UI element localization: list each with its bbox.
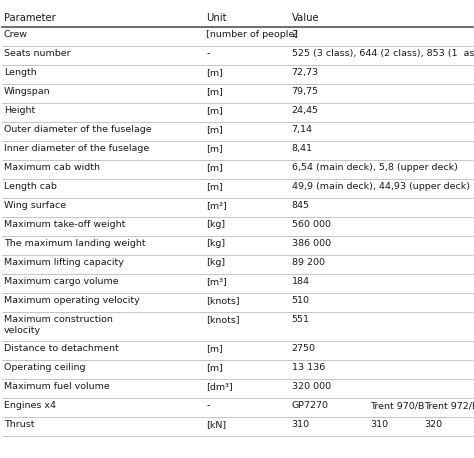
Text: Value: Value xyxy=(292,13,319,23)
Text: [m]: [m] xyxy=(206,163,223,172)
Text: 386 000: 386 000 xyxy=(292,239,331,248)
Text: Inner diameter of the fuselage: Inner diameter of the fuselage xyxy=(4,144,149,153)
Text: Crew: Crew xyxy=(4,30,28,39)
Text: Maximum lifting capacity: Maximum lifting capacity xyxy=(4,258,124,267)
Text: Wingspan: Wingspan xyxy=(4,87,50,96)
Text: 72,73: 72,73 xyxy=(292,68,319,77)
Text: Length: Length xyxy=(4,68,36,77)
Text: Trent 970/B: Trent 970/B xyxy=(370,401,424,410)
Text: Length cab: Length cab xyxy=(4,182,57,191)
Text: [number of people]: [number of people] xyxy=(206,30,298,39)
Text: 525 (3 class), 644 (2 class), 853 (1  ass): 525 (3 class), 644 (2 class), 853 (1 ass… xyxy=(292,49,474,58)
Text: 184: 184 xyxy=(292,277,310,286)
Text: Engines x4: Engines x4 xyxy=(4,401,56,410)
Text: [m]: [m] xyxy=(206,344,223,353)
Text: [m]: [m] xyxy=(206,144,223,153)
Text: Maximum fuel volume: Maximum fuel volume xyxy=(4,382,109,391)
Text: Outer diameter of the fuselage: Outer diameter of the fuselage xyxy=(4,125,151,134)
Text: 7,14: 7,14 xyxy=(292,125,312,134)
Text: [knots]: [knots] xyxy=(206,296,240,305)
Text: 2: 2 xyxy=(292,30,298,39)
Text: [m]: [m] xyxy=(206,87,223,96)
Text: [kN]: [kN] xyxy=(206,420,226,429)
Text: Distance to detachment: Distance to detachment xyxy=(4,344,118,353)
Text: Trent 972/B: Trent 972/B xyxy=(424,401,474,410)
Text: [m]: [m] xyxy=(206,125,223,134)
Text: 310: 310 xyxy=(292,420,310,429)
Text: 2750: 2750 xyxy=(292,344,316,353)
Text: Thrust: Thrust xyxy=(4,420,34,429)
Text: 6,54 (main deck), 5,8 (upper deck): 6,54 (main deck), 5,8 (upper deck) xyxy=(292,163,457,172)
Text: 845: 845 xyxy=(292,201,310,210)
Text: Maximum take-off weight: Maximum take-off weight xyxy=(4,220,125,229)
Text: 89 200: 89 200 xyxy=(292,258,325,267)
Text: -: - xyxy=(206,401,210,410)
Text: 24,45: 24,45 xyxy=(292,106,319,115)
Text: GP7270: GP7270 xyxy=(292,401,328,410)
Text: 320 000: 320 000 xyxy=(292,382,331,391)
Text: 510: 510 xyxy=(292,296,310,305)
Text: [kg]: [kg] xyxy=(206,220,225,229)
Text: Parameter: Parameter xyxy=(4,13,55,23)
Text: Seats number: Seats number xyxy=(4,49,71,58)
Text: [kg]: [kg] xyxy=(206,239,225,248)
Text: 560 000: 560 000 xyxy=(292,220,330,229)
Text: [m³]: [m³] xyxy=(206,277,227,286)
Text: [m]: [m] xyxy=(206,182,223,191)
Text: [m]: [m] xyxy=(206,363,223,372)
Text: 13 136: 13 136 xyxy=(292,363,325,372)
Text: [knots]: [knots] xyxy=(206,315,240,324)
Text: 320: 320 xyxy=(424,420,442,429)
Text: 310: 310 xyxy=(370,420,388,429)
Text: [m]: [m] xyxy=(206,68,223,77)
Text: Height: Height xyxy=(4,106,35,115)
Text: [m]: [m] xyxy=(206,106,223,115)
Text: Maximum cab width: Maximum cab width xyxy=(4,163,100,172)
Text: The maximum landing weight: The maximum landing weight xyxy=(4,239,146,248)
Text: 79,75: 79,75 xyxy=(292,87,319,96)
Text: Maximum cargo volume: Maximum cargo volume xyxy=(4,277,118,286)
Text: [m²]: [m²] xyxy=(206,201,227,210)
Text: -: - xyxy=(206,49,210,58)
Text: Operating ceiling: Operating ceiling xyxy=(4,363,85,372)
Text: 8,41: 8,41 xyxy=(292,144,312,153)
Text: Wing surface: Wing surface xyxy=(4,201,66,210)
Text: Maximum construction
velocity: Maximum construction velocity xyxy=(4,315,113,335)
Text: 551: 551 xyxy=(292,315,310,324)
Text: Unit: Unit xyxy=(206,13,227,23)
Text: 49,9 (main deck), 44,93 (upper deck): 49,9 (main deck), 44,93 (upper deck) xyxy=(292,182,470,191)
Text: Maximum operating velocity: Maximum operating velocity xyxy=(4,296,139,305)
Text: [kg]: [kg] xyxy=(206,258,225,267)
Text: [dm³]: [dm³] xyxy=(206,382,233,391)
